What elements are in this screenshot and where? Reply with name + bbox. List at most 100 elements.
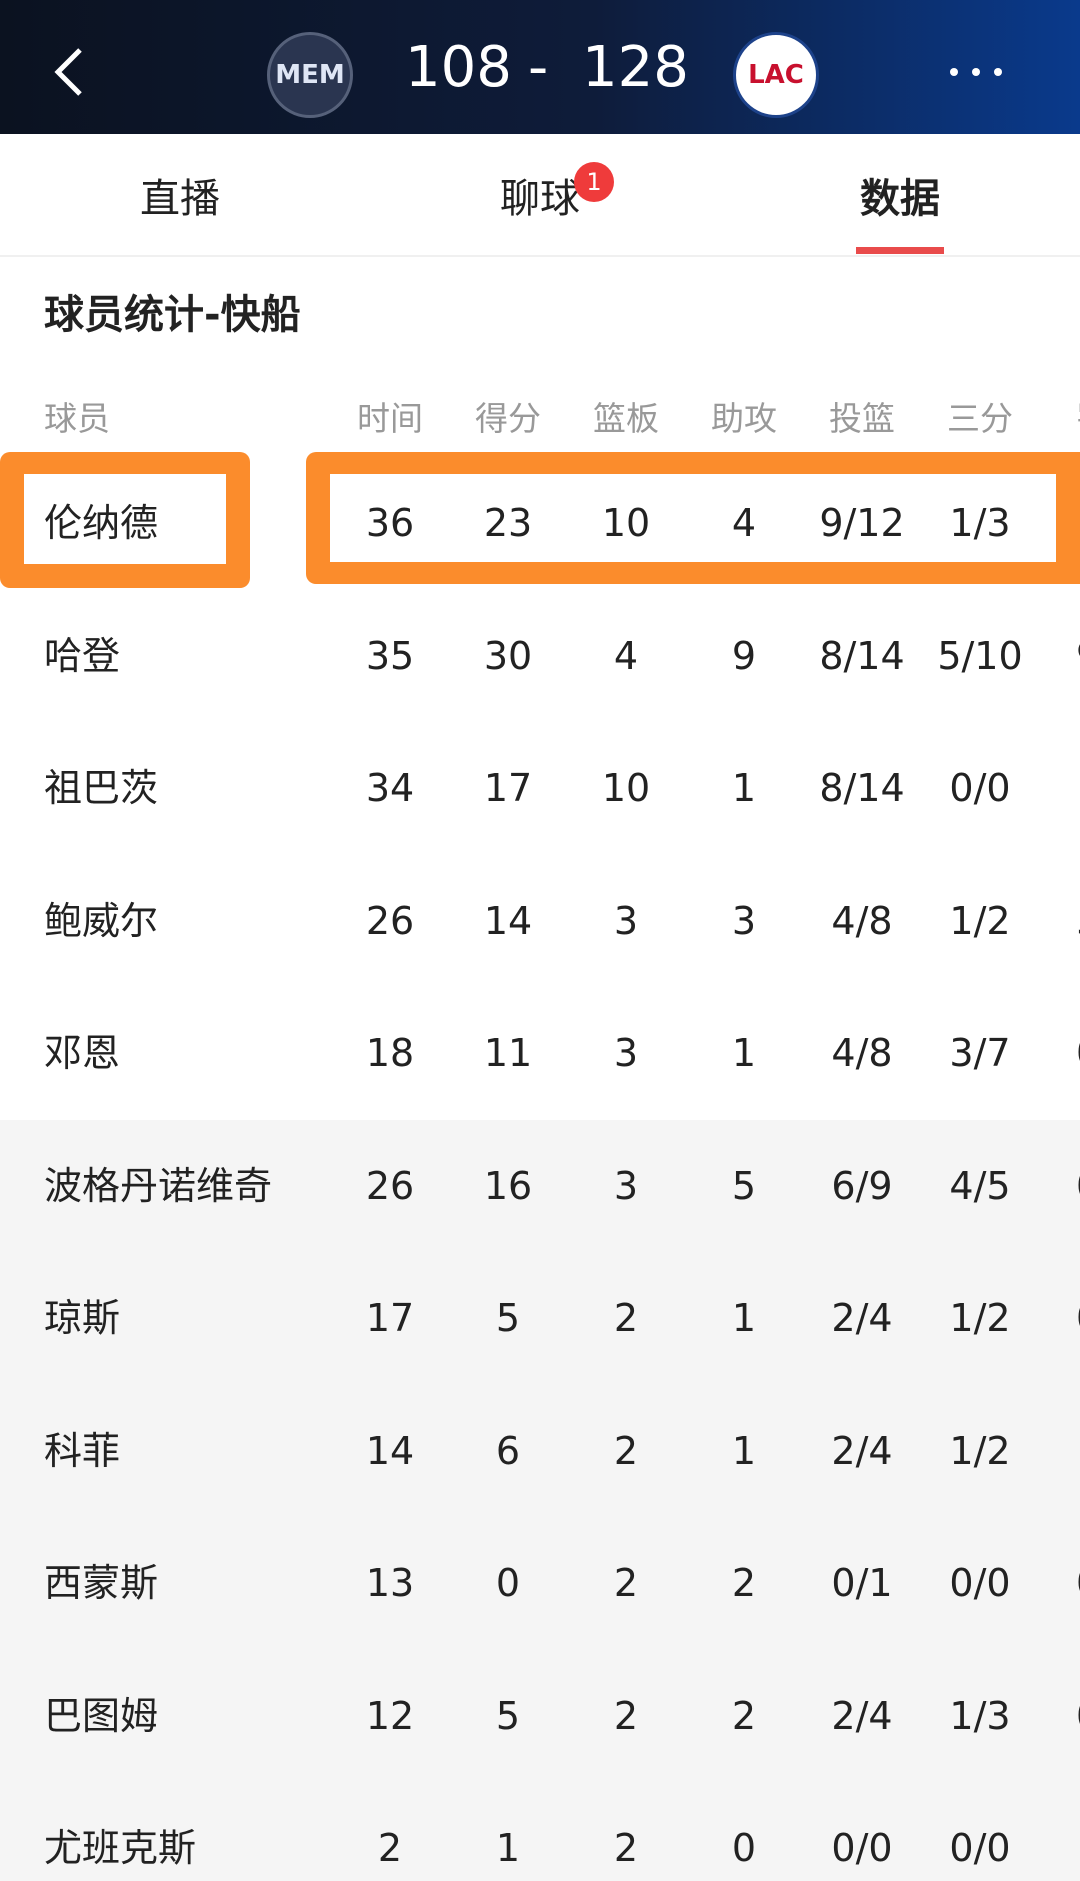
stat-cell: 2 (613, 1826, 639, 1870)
score-separator: - (528, 35, 549, 100)
player-name: 巴图姆 (44, 1693, 159, 1738)
section-title: 球员统计-快船 (44, 292, 301, 338)
more-button[interactable] (946, 64, 1006, 80)
stat-cell: 10 (601, 501, 651, 545)
stat-cell: 17 (483, 766, 533, 810)
stat-cell: 10 (601, 766, 651, 810)
tab-label: 直播 (140, 176, 220, 222)
stat-cell: 1 (731, 1296, 757, 1340)
stat-cell: 18 (365, 1031, 415, 1075)
player-name: 尤班克斯 (44, 1826, 197, 1870)
tab-label: 聊球 (500, 176, 580, 222)
player-name: 祖巴茨 (44, 766, 159, 810)
stat-cell: 9 (1076, 637, 1080, 675)
stat-cell: 5 (1076, 902, 1080, 940)
stat-cell: 4 (731, 501, 757, 545)
stat-cell: 34 (365, 766, 415, 810)
column-header: 罚 (1076, 402, 1080, 435)
away-logo[interactable]: LAC (733, 32, 819, 118)
player-name: 哈登 (44, 633, 121, 678)
stat-cell: 1 (1076, 1829, 1080, 1867)
stat-cell: 3 (731, 898, 757, 943)
stat-cell: 5 (731, 1163, 757, 1208)
player-name: 西蒙斯 (44, 1561, 159, 1605)
stat-cell: 0 (1076, 1034, 1080, 1072)
column-header: 时间 (357, 399, 423, 438)
stat-cell: 6 (495, 1428, 521, 1473)
tab[interactable]: 聊球 (360, 134, 720, 256)
stat-cell: 14 (365, 1428, 415, 1473)
score-header: MEM 108 - 128 LAC (0, 0, 1080, 134)
stat-cell: 0 (1076, 1564, 1080, 1602)
stat-cell: 16 (483, 1163, 533, 1208)
stat-cell: 1/3 (949, 501, 1011, 545)
tab[interactable]: 数据 (720, 134, 1080, 256)
stat-cell: 2/4 (831, 1693, 893, 1738)
column-header: 篮板 (593, 399, 659, 438)
stat-cell: 2 (613, 1561, 639, 1605)
stat-cell: 2/4 (831, 1428, 893, 1473)
stat-cell: 0 (1076, 1167, 1080, 1205)
stat-cell: 4 (613, 633, 639, 678)
stat-cell: 4/8 (831, 1031, 893, 1075)
tab[interactable]: 直播 (0, 134, 360, 256)
stat-cell: 11 (483, 1031, 533, 1075)
player-name: 邓恩 (44, 1031, 121, 1075)
stat-cell: 2 (613, 1693, 639, 1738)
stat-cell: 2 (731, 1693, 757, 1738)
stat-cell: 26 (365, 1163, 415, 1208)
highlight-inner (330, 474, 1056, 562)
stat-cell: 4/8 (831, 898, 893, 943)
stat-cell: 4/5 (949, 1163, 1011, 1208)
stat-cell: 0 (495, 1561, 521, 1605)
stat-cell: 12 (365, 1693, 415, 1738)
stat-cell: 1 (731, 766, 757, 810)
stat-cell: 14 (483, 898, 533, 943)
home-score: 108 (405, 35, 512, 100)
stat-cell: 1/2 (949, 898, 1011, 943)
stat-cell: 1/3 (949, 1693, 1011, 1738)
stat-cell: 5 (495, 1296, 521, 1340)
stat-cell: 3/7 (949, 1031, 1011, 1075)
column-header: 三分 (947, 399, 1013, 438)
stat-cell: 0/0 (831, 1826, 893, 1870)
stat-cell: 2/4 (831, 1296, 893, 1340)
player-name: 波格丹诺维奇 (44, 1163, 273, 1208)
stat-cell: 2 (613, 1428, 639, 1473)
stat-cell: 23 (483, 501, 533, 545)
player-name: 鲍威尔 (44, 898, 159, 943)
stat-cell: 1 (495, 1826, 521, 1870)
stat-cell: 0 (1076, 1299, 1080, 1337)
home-logo[interactable]: MEM (267, 32, 353, 118)
stat-cell: 1 (731, 1031, 757, 1075)
stat-cell: 9/12 (819, 501, 905, 545)
stat-cell: 0/1 (831, 1561, 893, 1605)
away-score: 128 (582, 35, 689, 100)
stat-cell: 2 (731, 1561, 757, 1605)
stat-cell: 2 (377, 1826, 403, 1870)
stat-cell: 0 (731, 1826, 757, 1870)
stat-cell: 1 (1076, 769, 1080, 807)
stat-cell: 1 (1076, 1432, 1080, 1470)
stat-cell: 8/14 (819, 766, 905, 810)
stat-cell: 3 (613, 898, 639, 943)
player-name: 科菲 (44, 1428, 121, 1473)
stat-cell: 26 (365, 898, 415, 943)
bench-background (0, 1120, 1080, 1881)
stat-cell: 0/0 (949, 766, 1011, 810)
stat-cell: 6/9 (831, 1163, 893, 1208)
stat-cell: 3 (613, 1031, 639, 1075)
stat-cell: 1 (731, 1428, 757, 1473)
stat-cell: 36 (365, 501, 415, 545)
stat-cell: 1/2 (949, 1428, 1011, 1473)
tab-indicator (856, 247, 944, 254)
back-button[interactable] (52, 46, 86, 98)
player-name: 伦纳德 (44, 501, 159, 545)
stat-cell: 1/2 (949, 1296, 1011, 1340)
tab-label: 数据 (860, 176, 940, 222)
badge: 1 (574, 162, 614, 202)
stat-cell: 5 (495, 1693, 521, 1738)
stat-cell: 30 (483, 633, 533, 678)
